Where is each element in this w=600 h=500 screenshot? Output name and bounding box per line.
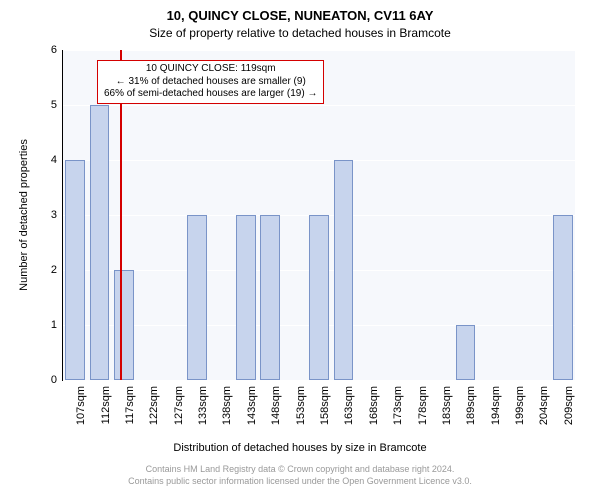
x-tick-label: 199sqm [514, 386, 526, 425]
x-tick-label: 153sqm [295, 386, 307, 425]
bar [260, 215, 280, 380]
x-axis-label: Distribution of detached houses by size … [0, 442, 600, 454]
x-tick-label: 173sqm [392, 386, 404, 425]
x-tick-label: 148sqm [270, 386, 282, 425]
x-tick-label: 112sqm [100, 386, 112, 424]
y-tick-label: 4 [51, 154, 57, 166]
y-tick-label: 2 [51, 264, 57, 276]
annotation-line-2: ← 31% of detached houses are smaller (9) [104, 76, 317, 89]
gridline-h [63, 50, 575, 51]
x-tick-label: 143sqm [246, 386, 258, 425]
y-tick-label: 5 [51, 99, 57, 111]
bar [90, 105, 110, 380]
y-tick-label: 1 [51, 319, 57, 331]
y-tick-label: 3 [51, 209, 57, 221]
footer-line-1: Contains HM Land Registry data © Crown c… [0, 464, 600, 476]
chart-subtitle: Size of property relative to detached ho… [0, 26, 600, 40]
y-tick-label: 0 [51, 374, 57, 386]
chart-title: 10, QUINCY CLOSE, NUNEATON, CV11 6AY [0, 8, 600, 23]
gridline-h [63, 105, 575, 106]
x-tick-label: 178sqm [417, 386, 429, 425]
bar [114, 270, 134, 380]
x-tick-label: 183sqm [441, 386, 453, 425]
x-tick-label: 168sqm [368, 386, 380, 425]
bar [553, 215, 573, 380]
annotation-box: 10 QUINCY CLOSE: 119sqm← 31% of detached… [97, 60, 324, 104]
x-tick-label: 138sqm [221, 386, 233, 425]
x-tick-label: 133sqm [197, 386, 209, 425]
x-tick-label: 127sqm [173, 386, 185, 425]
x-tick-label: 194sqm [490, 386, 502, 425]
x-tick-label: 209sqm [563, 386, 575, 425]
x-tick-label: 189sqm [465, 386, 477, 425]
annotation-line-1: 10 QUINCY CLOSE: 119sqm [104, 63, 317, 76]
x-tick-label: 122sqm [148, 386, 160, 425]
bar [236, 215, 256, 380]
plot-area: 0123456107sqm112sqm117sqm122sqm127sqm133… [62, 50, 575, 381]
gridline-h [63, 160, 575, 161]
y-axis-label: Number of detached properties [18, 50, 30, 380]
bar [309, 215, 329, 380]
x-tick-label: 158sqm [319, 386, 331, 425]
gridline-h [63, 380, 575, 381]
x-tick-label: 204sqm [538, 386, 550, 425]
footer-line-2: Contains public sector information licen… [0, 476, 600, 488]
x-tick-label: 107sqm [75, 386, 87, 425]
bar [456, 325, 476, 380]
x-tick-label: 163sqm [343, 386, 355, 425]
bar [187, 215, 207, 380]
bar [334, 160, 354, 380]
chart-footer: Contains HM Land Registry data © Crown c… [0, 464, 600, 487]
bar [65, 160, 85, 380]
annotation-line-3: 66% of semi-detached houses are larger (… [104, 88, 317, 101]
y-tick-label: 6 [51, 44, 57, 56]
x-tick-label: 117sqm [124, 386, 136, 424]
